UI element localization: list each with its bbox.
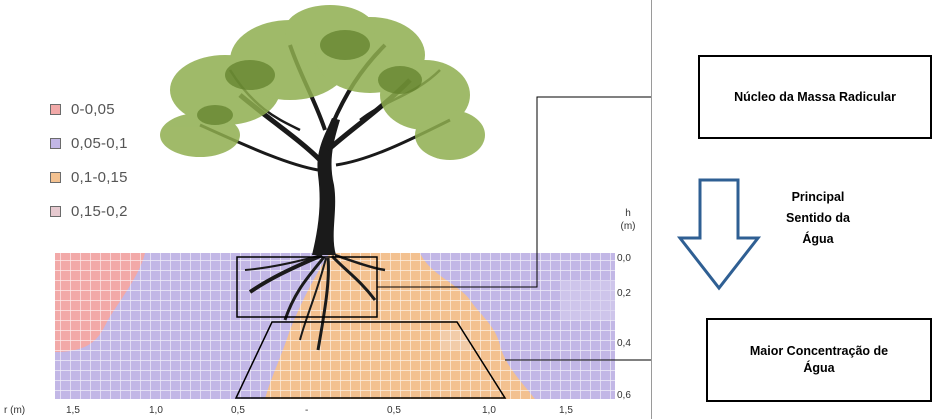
legend-swatch: [50, 103, 61, 115]
root-core-label-box: Núcleo da Massa Radicular: [698, 55, 932, 139]
y-axis-title: h (m): [618, 207, 638, 233]
x-tick-label: 0,5: [231, 405, 245, 416]
root-core-label: Núcleo da Massa Radicular: [734, 89, 896, 104]
x-tick-label: 1,0: [482, 405, 496, 416]
x-tick-label: 0,5: [387, 405, 401, 416]
main-direction-line: Água: [802, 232, 834, 246]
y-axis-title-line: h: [625, 208, 631, 219]
legend-swatch: [50, 171, 61, 183]
legend-item: 0,15-0,2: [50, 194, 128, 228]
x-tick-label: 1,5: [559, 405, 573, 416]
legend-label: 0,15-0,2: [71, 202, 128, 220]
max-water-line: Água: [803, 361, 835, 375]
legend-label: 0,1-0,15: [71, 168, 128, 186]
legend-item: 0,05-0,1: [50, 126, 128, 160]
legend-swatch: [50, 205, 61, 217]
legend-item: 0-0,05: [50, 92, 128, 126]
x-axis-title: r (m): [4, 405, 26, 416]
legend: 0-0,05 0,05-0,1 0,1-0,15 0,15-0,2: [50, 92, 128, 228]
main-direction-line: Sentido da: [786, 211, 850, 225]
y-tick-label: 0,6: [617, 390, 631, 401]
max-water-label: Maior Concentração de Água: [744, 343, 894, 377]
main-direction-label: Principal Sentido da Água: [758, 187, 878, 250]
tree-trunk: [312, 118, 340, 255]
connector-root-core: [377, 96, 652, 288]
tree-illustration: [160, 5, 485, 351]
y-axis-title-line: (m): [620, 221, 636, 232]
x-tick-label: 1,5: [66, 405, 80, 416]
diagram-panel: 0-0,05 0,05-0,1 0,1-0,15 0,15-0,2 h (m) …: [4, 5, 652, 416]
max-water-line: Maior Concentração de: [749, 344, 889, 358]
x-tick-label: -: [305, 405, 309, 416]
y-tick-label: 0,0: [617, 253, 631, 264]
soil-moisture-map: [55, 5, 652, 399]
max-water-trapezoid: [234, 321, 507, 399]
legend-label: 0,05-0,1: [71, 134, 128, 152]
y-tick-label: 0,2: [617, 288, 631, 299]
legend-label: 0-0,05: [71, 100, 115, 118]
tree-canopy: [160, 5, 485, 160]
x-tick-label: 1,0: [149, 405, 163, 416]
divider-line: [651, 0, 652, 419]
y-tick-label: 0,4: [617, 338, 631, 349]
legend-swatch: [50, 137, 61, 149]
max-water-label-box: Maior Concentração de Água: [706, 318, 932, 402]
legend-item: 0,1-0,15: [50, 160, 128, 194]
main-direction-line: Principal: [791, 190, 845, 204]
down-arrow-icon: [676, 178, 762, 291]
